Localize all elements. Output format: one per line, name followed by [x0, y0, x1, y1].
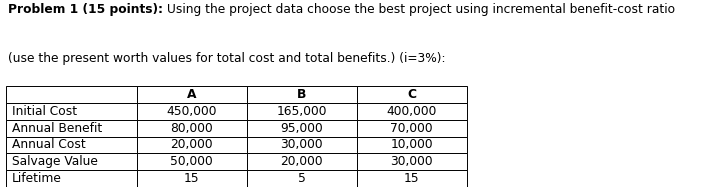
Text: Using the project data choose the best project using incremental benefit-cost ra: Using the project data choose the best p…: [163, 3, 676, 16]
Text: (use the present worth values for total cost and total benefits.) (i=3%):: (use the present worth values for total …: [8, 52, 446, 65]
Text: Problem 1 (15 points):: Problem 1 (15 points):: [8, 3, 163, 16]
